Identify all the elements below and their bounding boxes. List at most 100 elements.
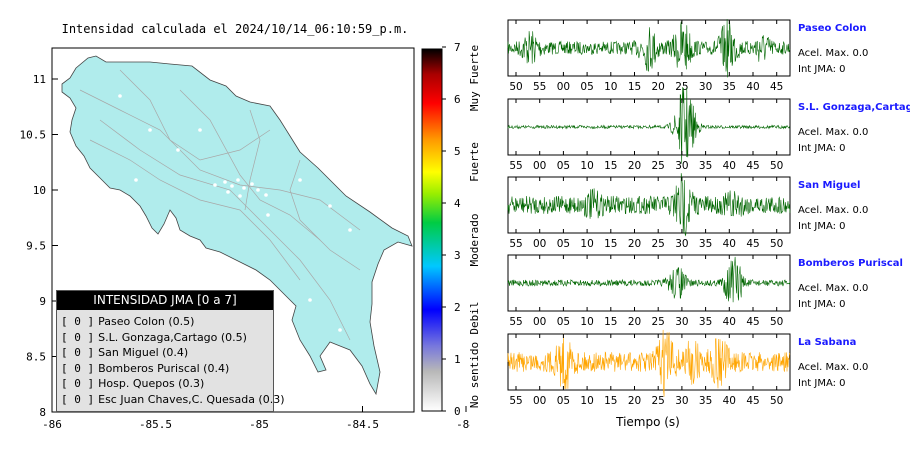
waveform-x-tick: 25 [652,316,665,328]
waveform-panel: 50 55 00 05 10 15 20 25 30 35 40 45 [507,19,791,93]
station-acel-max: Acel. Max. 0.0 [798,205,869,216]
map-y-tick: 9.5 [26,240,46,253]
legend-item-level: [ 0 ] [61,361,95,375]
map-y-tick: 10 [33,184,46,197]
waveform-x-tick: 05 [557,395,570,407]
waveform-x-tick: 15 [604,238,617,250]
legend-item-level: [ 0 ] [61,346,95,359]
map-title: Intensidad calculada el 2024/10/14_06:10… [61,22,409,36]
colorbar-label: Muy Fuerte [468,45,481,111]
waveform-xlabel: Tiempo (s) [615,415,680,429]
town-dot [134,178,138,182]
town-dot [213,183,217,187]
waveform-x-tick: 20 [628,316,641,328]
legend-item-name: Paseo Colon (0.5) [98,315,195,328]
map-x-tick: -85 [249,418,269,431]
legend-item-level: [ 0 ] [61,315,95,328]
station-acel-max: Acel. Max. 0.0 [798,362,869,373]
town-dot [176,148,180,152]
waveform-x-tick: 15 [628,81,641,93]
waveform-panel: 55 00 05 10 15 20 25 30 35 40 45 50 [507,173,791,250]
town-dot [118,94,122,98]
station-int-jma: Int JMA: 0 [798,299,846,310]
waveform-x-tick: 30 [699,81,712,93]
station-name: S.L. Gonzaga,Cartago [798,102,910,113]
legend-item: [ 0 ] Bomberos Puriscal (0.4) [61,361,273,377]
station-acel-max: Acel. Max. 0.0 [798,283,869,294]
waveform-x-tick: 50 [770,316,783,328]
legend-item: [ 0 ] Hosp. Quepos (0.3) [61,376,273,392]
town-dot [348,228,352,232]
map-x-tick: -85.5 [139,418,172,431]
legend-item-level: [ 0 ] [61,377,95,390]
waveform-x-tick: 30 [675,238,688,250]
waveform-x-tick: 35 [699,395,712,407]
legend-item: [ 0 ] San Miguel (0.4) [61,345,273,361]
town-dot [226,190,230,194]
legend-list: [ 0 ] Paseo Colon (0.5)[ 0 ] S.L. Gonzaga,… [57,310,285,407]
waveform-trace [507,329,791,397]
map-y-tick: 8 [39,406,46,419]
waveform-x-tick: 05 [557,316,570,328]
town-dot [250,182,254,186]
legend-item-level: [ 0 ] [61,330,95,344]
waveform-x-tick: 25 [652,160,665,172]
station-int-jma: Int JMA: 0 [798,64,846,75]
waveform-x-tick: 55 [509,238,522,250]
map-x-tick: -84.5 [346,418,379,431]
waveform-x-tick: 25 [675,81,688,93]
town-dot [264,193,268,197]
waveform-x-tick: 45 [746,160,759,172]
waveform-x-tick: 05 [557,238,570,250]
station-int-jma: Int JMA: 0 [798,143,846,154]
waveform-x-tick: 40 [723,160,736,172]
waveform-x-tick: 00 [557,81,570,93]
colorbar-tick: 5 [454,145,461,158]
map-y-tick: 8.5 [26,351,46,364]
station-acel-max: Acel. Max. 0.0 [798,48,869,59]
waveform-x-tick: 55 [533,81,546,93]
colorbar-label: Debil [468,301,481,334]
map-y-tick: 10.5 [20,129,47,142]
waveform-x-tick: 15 [604,395,617,407]
waveform-x-tick: 30 [675,160,688,172]
waveform-panel: 55 00 05 10 15 20 25 30 35 40 45 50 [507,329,791,407]
town-markers [118,94,352,332]
waveform-x-tick: 40 [723,395,736,407]
intensity-legend: INTENSIDAD JMA [0 a 7] [ 0 ] Paseo Colon … [56,290,285,412]
waveform-x-tick: 20 [628,160,641,172]
waveform-x-tick: 35 [699,238,712,250]
legend-item-name: Esc Juan Chaves,C. Quesada (0.3) [98,392,285,406]
station-int-jma: Int JMA: 0 [798,221,846,232]
map-x-tick: -84 [456,418,470,431]
intensity-colorbar: 0 1 2 3 4 5 6 7 No sentido Debil Moderado Fuerte Mu… [421,41,481,418]
town-dot [236,178,240,182]
station-acel-max: Acel. Max. 0.0 [798,127,869,138]
waveform-x-tick: 10 [580,238,593,250]
waveform-x-tick: 35 [723,81,736,93]
waveform-x-tick: 00 [533,160,546,172]
legend-item: [ 0 ] Paseo Colon (0.5) [61,314,273,330]
waveform-trace [507,87,791,164]
waveform-x-tick: 20 [628,395,641,407]
town-dot [198,128,202,132]
legend-item-name: S.L. Gonzaga,Cartago (0.5) [98,330,247,344]
station-name: Bomberos Puriscal [798,258,903,269]
waveform-x-tick: 35 [699,316,712,328]
waveform-x-tick: 50 [770,395,783,407]
legend-item-name: San Miguel (0.4) [98,346,189,359]
waveform-x-tick: 20 [652,81,665,93]
waveform-x-tick: 05 [580,81,593,93]
waveform-x-tick: 55 [509,316,522,328]
town-dot [223,180,227,184]
town-dot [256,188,260,192]
waveform-x-tick: 15 [604,160,617,172]
waveform-x-tick: 00 [533,316,546,328]
waveform-panels: 50 55 00 05 10 15 20 25 30 35 40 45 55 00 05 10 15 20 25 30… [507,19,791,429]
map-y-tick: 9 [39,295,46,308]
waveform-x-tick: 45 [746,238,759,250]
waveform-x-tick: 50 [770,238,783,250]
waveform-x-tick: 50 [770,160,783,172]
town-dot [298,178,302,182]
waveform-x-tick: 15 [604,316,617,328]
